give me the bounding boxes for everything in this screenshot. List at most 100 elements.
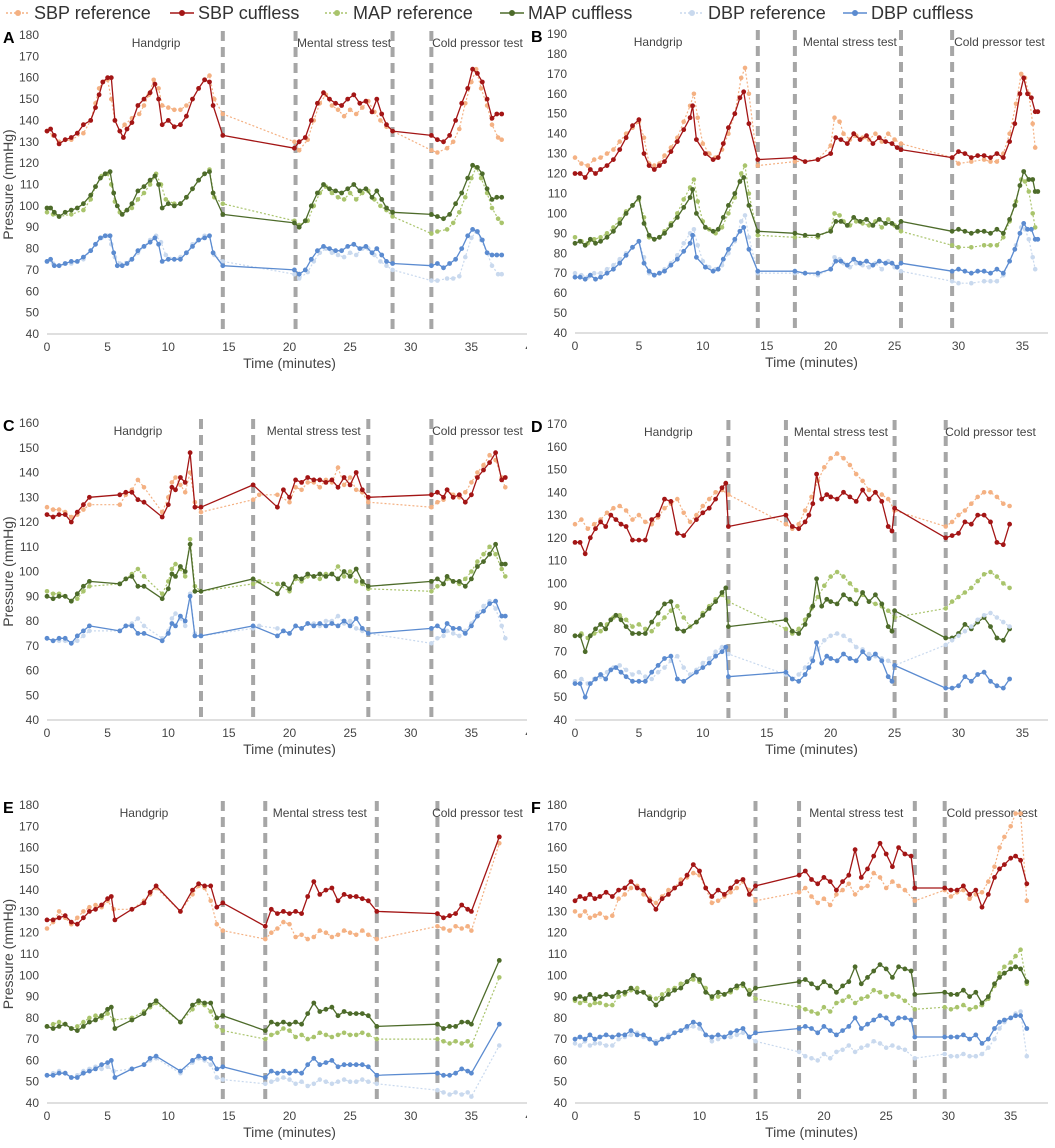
data-point xyxy=(1035,236,1041,242)
data-point xyxy=(68,259,74,264)
data-point xyxy=(435,1087,440,1093)
data-point xyxy=(469,480,474,485)
data-point xyxy=(347,1032,353,1038)
data-point xyxy=(44,512,50,517)
data-point xyxy=(384,122,389,128)
data-point xyxy=(824,653,830,659)
data-point xyxy=(268,906,274,912)
data-point xyxy=(593,676,598,682)
data-point xyxy=(783,521,789,527)
data-point xyxy=(81,909,86,914)
data-point xyxy=(719,485,725,491)
data-point xyxy=(709,1034,715,1040)
data-point xyxy=(147,239,153,245)
data-point xyxy=(56,593,62,599)
data-point xyxy=(275,633,280,639)
data-point xyxy=(592,1036,598,1042)
data-point xyxy=(374,1024,380,1029)
data-point xyxy=(135,248,141,254)
data-point xyxy=(463,101,468,106)
data-point xyxy=(649,676,654,682)
data-point xyxy=(898,229,904,234)
data-point xyxy=(323,1079,329,1084)
data-point xyxy=(796,1049,802,1055)
data-point xyxy=(390,209,395,215)
data-point xyxy=(196,1053,202,1059)
data-point xyxy=(832,115,837,120)
data-point xyxy=(129,906,135,912)
data-point xyxy=(135,477,141,483)
data-point xyxy=(653,1002,659,1008)
data-point xyxy=(353,111,359,117)
data-point xyxy=(465,924,471,929)
x-tick-label: 15 xyxy=(222,726,236,740)
legend-item-map-cuffless[interactable]: MAP cuffless xyxy=(500,0,632,26)
legend-item-map-reference[interactable]: MAP reference xyxy=(325,0,473,26)
data-point xyxy=(737,95,743,101)
phase-annotation: Cold pressor test xyxy=(947,806,1038,820)
data-point xyxy=(281,628,286,634)
data-point xyxy=(335,564,341,569)
legend-item-sbp-cuffless[interactable]: SBP cuffless xyxy=(170,0,299,26)
data-point xyxy=(453,1039,458,1044)
data-point xyxy=(834,989,839,995)
data-point xyxy=(347,930,353,935)
data-point xyxy=(281,1026,286,1031)
data-point xyxy=(678,981,684,987)
data-point xyxy=(293,909,298,914)
data-point xyxy=(967,994,972,999)
data-point xyxy=(668,223,674,228)
legend-item-dbp-reference[interactable]: DBP reference xyxy=(680,0,826,26)
data-point xyxy=(293,1068,298,1074)
series-map-ref xyxy=(44,975,502,1048)
data-point xyxy=(572,681,578,686)
y-tick-label: 130 xyxy=(547,508,567,522)
series-line xyxy=(46,68,503,154)
data-point xyxy=(292,139,297,145)
data-point xyxy=(860,649,865,655)
data-point xyxy=(828,143,833,148)
data-point xyxy=(956,280,961,286)
data-point xyxy=(74,1028,80,1033)
data-point xyxy=(981,278,987,284)
data-point xyxy=(753,1039,758,1044)
data-point xyxy=(796,526,802,532)
data-point xyxy=(441,139,446,145)
data-point xyxy=(865,994,870,999)
data-point xyxy=(810,658,816,664)
data-point xyxy=(48,205,53,211)
series-dbp-cuff xyxy=(44,593,508,646)
data-point xyxy=(865,1021,870,1027)
legend-item-dbp-cuffless[interactable]: DBP cuffless xyxy=(843,0,973,26)
data-point xyxy=(844,223,850,228)
legend-item-sbp-reference[interactable]: SBP reference xyxy=(6,0,151,26)
data-point xyxy=(81,915,86,921)
y-tick-label: 120 xyxy=(547,926,567,940)
data-point xyxy=(815,900,820,906)
data-point xyxy=(62,137,68,143)
data-point xyxy=(577,238,583,244)
data-point xyxy=(81,1019,86,1025)
data-point xyxy=(323,1006,329,1012)
data-point xyxy=(847,638,853,643)
data-point xyxy=(450,626,456,631)
x-tick-label: 20 xyxy=(817,1109,831,1123)
data-point xyxy=(365,631,371,636)
data-point xyxy=(429,589,434,594)
data-point xyxy=(329,1058,335,1063)
data-point xyxy=(163,252,169,258)
data-point xyxy=(202,235,208,241)
data-point xyxy=(374,1036,380,1042)
x-tick-label: 0 xyxy=(572,339,579,353)
data-point xyxy=(587,915,593,921)
data-point xyxy=(429,148,434,153)
y-tick-label: 40 xyxy=(26,327,40,341)
data-point xyxy=(481,559,486,564)
data-point xyxy=(479,171,485,177)
data-point xyxy=(447,1092,452,1097)
data-point xyxy=(374,936,380,942)
data-point xyxy=(163,197,169,202)
data-point xyxy=(587,892,593,897)
data-point xyxy=(1013,101,1019,107)
data-point xyxy=(62,1021,68,1027)
